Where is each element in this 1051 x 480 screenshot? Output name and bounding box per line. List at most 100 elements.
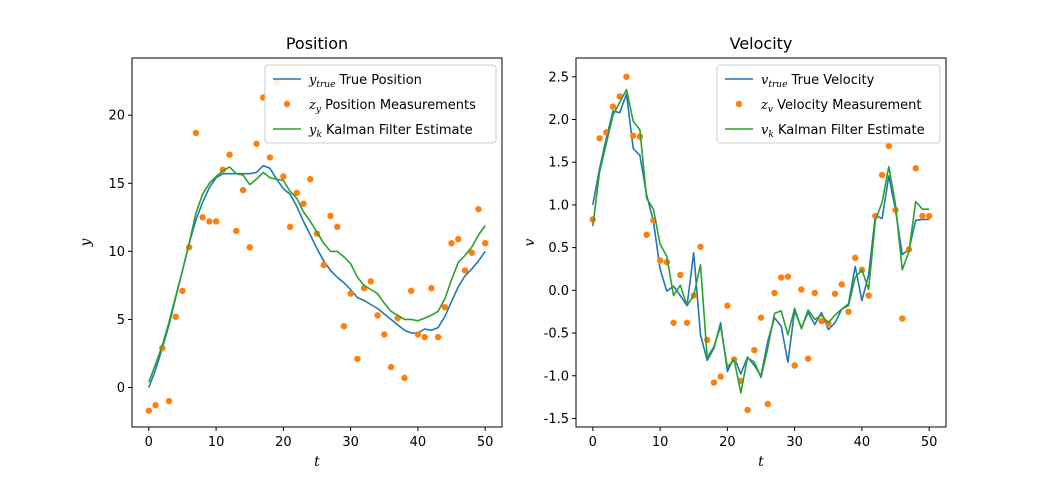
- position-position-measurements-point: [448, 239, 455, 247]
- velocity-plot-frame: [575, 57, 947, 428]
- velocity-velocity-measurement-point: [643, 231, 650, 239]
- velocity-title: Velocity: [730, 34, 793, 53]
- velocity-velocity-measurement-point: [925, 212, 933, 220]
- position-y-tick-label: 10: [108, 245, 125, 260]
- position-y-tick-label: 20: [108, 109, 125, 124]
- velocity-y-tick-label: 0.5: [548, 241, 569, 256]
- position-position-measurements-point: [300, 200, 307, 207]
- position-position-measurements-point: [367, 278, 375, 285]
- velocity-x-tick-label: 0: [589, 435, 597, 450]
- velocity-velocity-measurement-point: [885, 142, 893, 150]
- position-x-tick-label: 40: [410, 435, 427, 450]
- position-position-measurements-point: [199, 214, 206, 221]
- position-position-measurements-point: [165, 397, 173, 405]
- position-position-measurements-point: [219, 166, 227, 173]
- velocity-velocity-measurement-point: [697, 243, 704, 250]
- velocity-velocity-measurement-point: [744, 406, 751, 414]
- velocity-velocity-measurement-point: [845, 308, 852, 315]
- position-position-measurements-point: [293, 189, 301, 197]
- position-position-measurements-point: [280, 173, 287, 180]
- position-position-measurements-point: [354, 355, 361, 363]
- velocity-x-tick-label: 30: [786, 435, 803, 450]
- position-position-measurements-point: [461, 267, 469, 274]
- position-kalman-filter-estimate-line: [148, 166, 486, 383]
- position-panel: Position t y 0 10 20 30 40 50 0 5 10 15 20 ytrue Tr…: [78, 34, 503, 470]
- position-legend-kalman-filter-estimate-label: yk Kalman Filter Estimate: [308, 123, 473, 140]
- velocity-legend-velocity-measurement-label: zv Velocity Measurement: [760, 98, 921, 115]
- position-position-measurements-point: [414, 331, 422, 338]
- velocity-velocity-measurement-point: [804, 355, 812, 362]
- position-position-measurements-point: [441, 303, 449, 311]
- position-y-axis-label: y: [78, 237, 94, 247]
- position-position-measurements-point: [347, 290, 354, 297]
- velocity-x-tick-label: 40: [854, 435, 871, 450]
- velocity-y-tick-label: -0.5: [544, 327, 569, 342]
- position-position-measurements-point: [206, 218, 213, 225]
- velocity-velocity-measurement-point: [784, 273, 792, 280]
- position-position-measurements-point: [266, 154, 274, 161]
- velocity-y-tick-label: 2.5: [548, 70, 569, 85]
- velocity-legend-velocity-measurement-swatch: [735, 100, 743, 108]
- position-legend-true-position-label: ytrue True Position: [308, 73, 422, 90]
- position-position-measurements-point: [233, 227, 240, 235]
- position-legend-position-measurements-swatch: [283, 100, 291, 108]
- position-position-measurements-point: [481, 239, 489, 247]
- position-position-measurements-point: [401, 374, 408, 382]
- velocity-velocity-measurement-point: [838, 281, 845, 288]
- position-position-measurements-point: [226, 151, 233, 158]
- velocity-x-tick-label: 10: [652, 435, 669, 450]
- velocity-velocity-measurement-point: [919, 212, 926, 220]
- velocity-velocity-measurement-point: [811, 289, 819, 297]
- position-legend-position-measurements-label: zy Position Measurements: [308, 98, 476, 115]
- velocity-kalman-filter-estimate-line: [592, 88, 930, 394]
- position-plot-frame: [131, 57, 503, 428]
- position-position-measurements-point: [421, 333, 428, 341]
- velocity-velocity-measurement-point: [609, 103, 617, 110]
- velocity-velocity-measurement-point: [717, 373, 724, 380]
- position-position-measurements-point: [212, 218, 220, 225]
- velocity-plot-area: [589, 73, 933, 414]
- position-legend-box: [264, 64, 497, 144]
- velocity-x-axis-label: t: [758, 454, 764, 470]
- velocity-velocity-measurement-point: [596, 135, 603, 142]
- velocity-y-axis-label: v: [522, 238, 538, 246]
- position-position-measurements-point: [152, 402, 159, 409]
- position-true-position-line: [148, 164, 486, 388]
- position-x-tick-label: 20: [275, 435, 292, 450]
- velocity-velocity-measurement-point: [724, 302, 731, 309]
- velocity-y-tick-label: 1.5: [548, 156, 569, 171]
- position-plot-area: [145, 79, 489, 414]
- position-position-measurements-point: [192, 129, 200, 137]
- position-position-measurements-point: [468, 249, 475, 256]
- velocity-velocity-measurement-point: [757, 314, 765, 321]
- velocity-legend-true-velocity-label: vtrue True Velocity: [761, 73, 875, 90]
- position-position-measurements-point: [340, 323, 348, 330]
- position-position-measurements-point: [253, 140, 260, 147]
- velocity-velocity-measurement-point: [683, 319, 691, 326]
- position-position-measurements-point: [246, 244, 253, 251]
- position-position-measurements-point: [179, 287, 186, 295]
- velocity-velocity-measurement-point: [777, 274, 785, 281]
- velocity-legend-kalman-filter-estimate-label: vk Kalman Filter Estimate: [761, 123, 925, 140]
- position-x-tick-label: 50: [477, 435, 494, 450]
- velocity-velocity-measurement-point: [818, 317, 825, 325]
- velocity-velocity-measurement-point: [899, 315, 906, 322]
- velocity-y-tick-label: -1.0: [544, 369, 569, 384]
- velocity-velocity-measurement-point: [851, 254, 859, 262]
- velocity-x-tick-label: 50: [921, 435, 938, 450]
- position-position-measurements-point: [145, 407, 153, 414]
- position-y-tick-label: 5: [117, 313, 125, 328]
- position-position-measurements-point: [428, 284, 435, 292]
- position-position-measurements-point: [286, 223, 294, 231]
- position-x-tick-label: 30: [342, 435, 359, 450]
- position-x-tick-label: 0: [145, 435, 153, 450]
- velocity-velocity-measurement-point: [710, 379, 718, 386]
- velocity-velocity-measurement-point: [771, 289, 778, 297]
- velocity-velocity-measurement-point: [677, 271, 684, 279]
- position-title: Position: [286, 34, 348, 53]
- position-position-measurements-point: [172, 313, 179, 320]
- velocity-y-tick-label: 0.0: [548, 284, 569, 299]
- position-position-measurements-point: [455, 235, 462, 243]
- position-position-measurements-point: [333, 223, 341, 231]
